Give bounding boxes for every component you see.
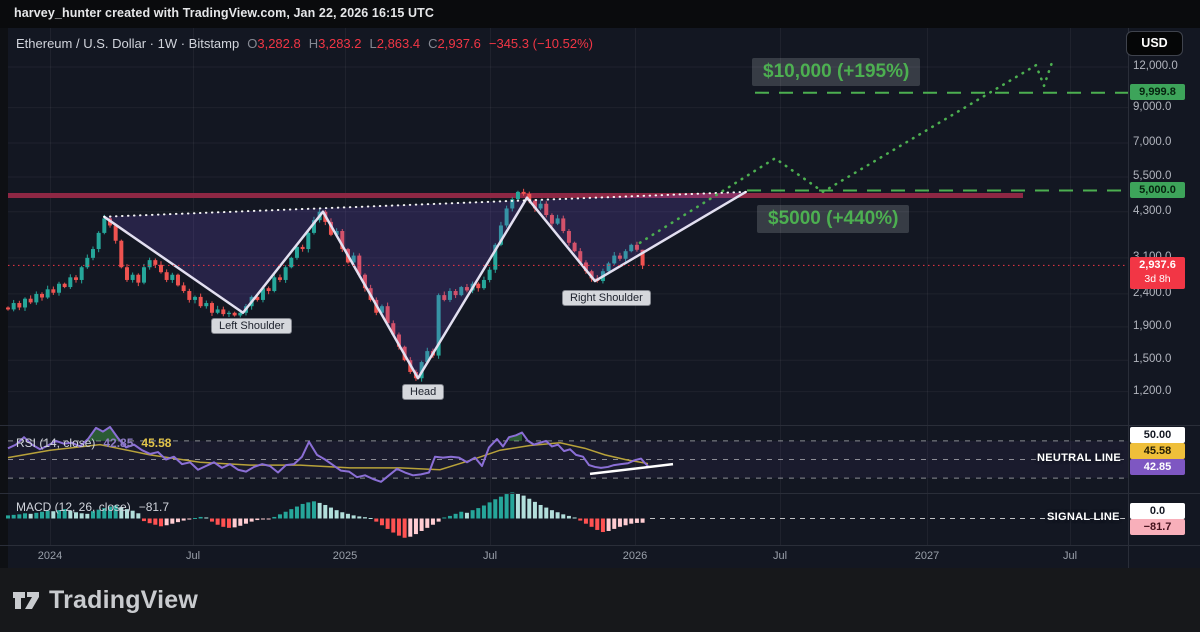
macd-zero-badge: 0.0 bbox=[1130, 503, 1185, 519]
price-axis-label: 12,000.0 bbox=[1133, 60, 1178, 72]
last-price-value: 2,937.6 bbox=[1139, 259, 1176, 271]
signal-line-label: SIGNAL LINE bbox=[1047, 511, 1120, 523]
macd-label[interactable]: MACD (12, 26, close) bbox=[16, 500, 131, 514]
time-axis-label: 2025 bbox=[332, 550, 358, 562]
macd-value: −81.7 bbox=[138, 500, 170, 514]
attribution-bar: harvey_hunter created with TradingView.c… bbox=[0, 0, 1200, 28]
left-shoulder-label[interactable]: Left Shoulder bbox=[211, 318, 293, 334]
lower-target-price-badge: 5,000.0 bbox=[1130, 182, 1185, 198]
price-axis-label: 1,900.0 bbox=[1133, 319, 1172, 332]
price-axis-label: 7,000.0 bbox=[1133, 135, 1172, 148]
time-axis-label: Jul bbox=[185, 550, 201, 562]
high-label: H bbox=[308, 36, 319, 51]
open-value: 3,282.8 bbox=[257, 36, 301, 51]
symbol-title[interactable]: Ethereum / U.S. Dollar · 1W · Bitstamp bbox=[16, 36, 240, 51]
low-label: L bbox=[369, 36, 377, 51]
time-axis-label: Jul bbox=[772, 550, 788, 562]
close-value: 2,937.6 bbox=[437, 36, 481, 51]
price-axis-label: 1,500.0 bbox=[1133, 353, 1172, 366]
last-price-badge: 2,937.6 3d 8h bbox=[1130, 257, 1185, 289]
rsi-label[interactable]: RSI (14, close) bbox=[16, 436, 96, 450]
open-label: O bbox=[247, 36, 258, 51]
change-value: −345.3 (−10.52%) bbox=[488, 36, 593, 51]
rsi-ma-badge: 45.58 bbox=[1130, 443, 1185, 459]
neutral-line-label: NEUTRAL LINE bbox=[1037, 452, 1122, 464]
low-value: 2,863.4 bbox=[376, 36, 421, 51]
time-axis-label: Jul bbox=[482, 550, 498, 562]
tradingview-logo-text: TradingView bbox=[49, 586, 199, 614]
right-shoulder-label[interactable]: Right Shoulder bbox=[562, 290, 651, 306]
head-label[interactable]: Head bbox=[402, 384, 445, 400]
time-axis-label: 2024 bbox=[37, 550, 63, 562]
currency-toggle-button[interactable]: USD bbox=[1126, 31, 1183, 56]
high-value: 3,283.2 bbox=[318, 36, 362, 51]
rsi-value: 42.85 bbox=[103, 436, 134, 450]
time-axis-label: 2026 bbox=[622, 550, 648, 562]
attribution-text: harvey_hunter created with TradingView.c… bbox=[14, 6, 434, 20]
close-label: C bbox=[428, 36, 438, 51]
rsi-value-badge: 42.85 bbox=[1130, 459, 1185, 475]
upper-target-label[interactable]: $10,000 (+195%) bbox=[752, 58, 921, 86]
tradingview-logo-icon bbox=[13, 591, 39, 609]
bar-countdown: 3d 8h bbox=[1144, 272, 1171, 285]
rsi-neutral-badge: 50.00 bbox=[1130, 427, 1185, 443]
price-axis-label: 1,200.0 bbox=[1133, 384, 1172, 397]
symbol-bar[interactable]: Ethereum / U.S. Dollar · 1W · Bitstamp O3… bbox=[16, 36, 593, 51]
price-axis-label: 2,400.0 bbox=[1133, 286, 1172, 299]
time-axis-label: 2027 bbox=[914, 550, 940, 562]
price-axis-label: 4,300.0 bbox=[1133, 204, 1172, 217]
price-axis-label: 9,000.0 bbox=[1133, 100, 1172, 113]
tradingview-logo[interactable]: TradingView bbox=[12, 586, 198, 615]
rsi-ma-value: 45.58 bbox=[141, 436, 172, 450]
rsi-legend[interactable]: RSI (14, close) 42.85 45.58 bbox=[16, 436, 171, 450]
macd-value-badge: −81.7 bbox=[1130, 519, 1185, 535]
macd-legend[interactable]: MACD (12, 26, close) −81.7 bbox=[16, 500, 169, 514]
footer-band: TradingView bbox=[0, 568, 1200, 632]
price-axis-label: 5,500.0 bbox=[1133, 170, 1172, 182]
time-axis-label: Jul bbox=[1062, 550, 1078, 562]
upper-target-price-badge: 9,999.8 bbox=[1130, 84, 1185, 100]
lower-target-label[interactable]: $5000 (+440%) bbox=[757, 205, 910, 233]
